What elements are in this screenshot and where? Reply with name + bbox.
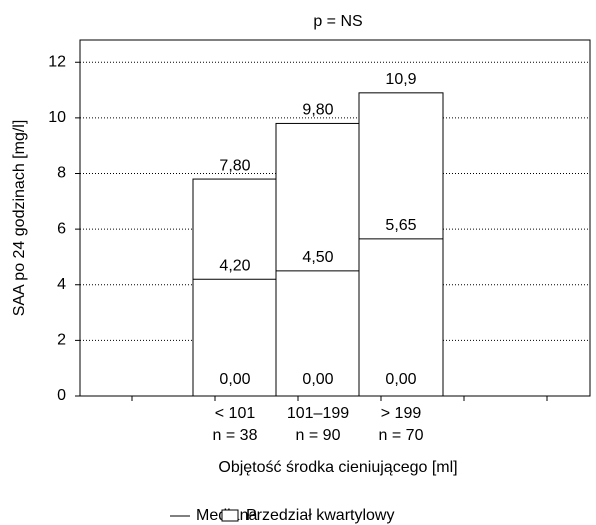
x-tick-label: < 101 [215, 405, 256, 422]
y-tick-label: 4 [57, 276, 66, 293]
n-label: n = 70 [379, 427, 424, 444]
box [192, 178, 278, 397]
q1-label: 0,00 [385, 371, 416, 388]
q3-label: 10,9 [385, 71, 416, 88]
box [275, 122, 361, 397]
legend-box: Przedział kwartylowy [246, 507, 394, 524]
median-label: 5,65 [385, 217, 416, 234]
x-tick-label: 101–199 [287, 405, 349, 422]
chart-title: p = NS [313, 13, 362, 30]
median-label: 4,20 [219, 257, 250, 274]
y-tick-label: 10 [48, 109, 66, 126]
y-tick-label: 0 [57, 387, 66, 404]
x-axis-label: Objętość środka cieniującego [ml] [218, 459, 457, 476]
y-tick-label: 8 [57, 165, 66, 182]
q3-label: 9,80 [302, 102, 333, 119]
legend-box-swatch [221, 509, 239, 522]
median-label: 4,50 [302, 249, 333, 266]
n-label: n = 38 [213, 427, 258, 444]
q3-label: 7,80 [219, 157, 250, 174]
y-axis-label: SAA po 24 godzinach [mg/l] [11, 120, 28, 317]
n-label: n = 90 [296, 427, 341, 444]
y-tick-label: 2 [57, 332, 66, 349]
q1-label: 0,00 [302, 371, 333, 388]
q1-label: 0,00 [219, 371, 250, 388]
box [358, 92, 444, 397]
y-tick-label: 6 [57, 220, 66, 237]
y-tick-label: 12 [48, 53, 66, 70]
x-tick-label: > 199 [381, 405, 422, 422]
